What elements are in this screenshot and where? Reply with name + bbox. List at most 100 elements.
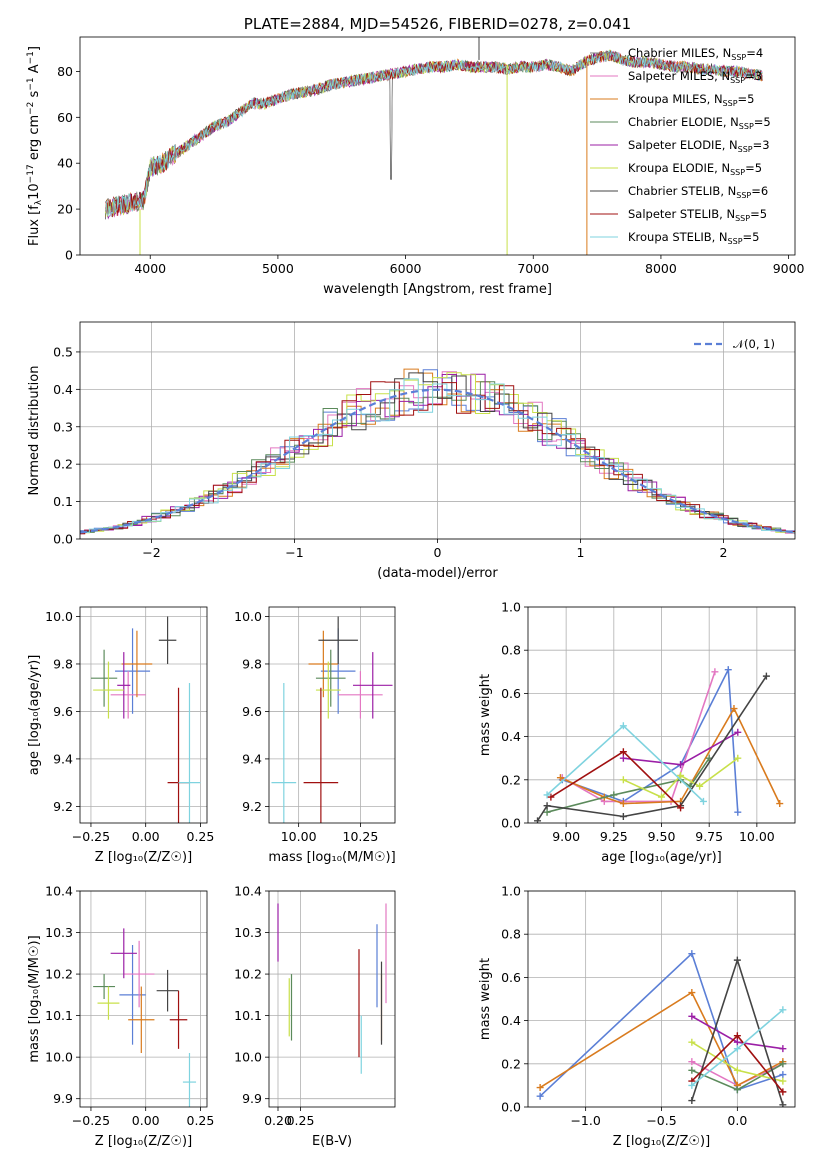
- x-axis-label: Z [log₁₀(Z/Z☉)]: [613, 1134, 710, 1149]
- x-tick-label: 9.75: [695, 829, 723, 844]
- y-tick-label: 0.4: [501, 1013, 521, 1028]
- weight-point-marker: [619, 748, 627, 756]
- age-vs-Z-axes: −0.25 0.00 0.25 9.2 9.4 9.6 9.8 10.0 Z [log₁₀(Z/…: [27, 607, 214, 865]
- y-tick-label: 0.6: [501, 686, 521, 701]
- y-tick-label: 0.0: [53, 532, 73, 547]
- y-tick-label: 0.3: [53, 419, 73, 434]
- weight-point-marker: [734, 754, 742, 762]
- y-tick-label: 10.3: [234, 925, 262, 940]
- legend-label: 𝒩(0, 1): [733, 337, 775, 351]
- weight-point-marker: [779, 1088, 787, 1096]
- age-vs-mass-frame: [268, 606, 396, 824]
- y-tick-label: 9.9: [53, 1091, 73, 1106]
- y-tick-label: 0: [65, 248, 73, 263]
- x-tick-label: 0.20: [264, 1113, 292, 1128]
- x-tick-label: 9.00: [552, 829, 580, 844]
- y-tick-label: 0.0: [501, 1100, 521, 1115]
- weight-point-marker: [733, 1066, 741, 1074]
- weight-point-marker: [619, 776, 627, 784]
- age-vs-mass-axes: 10.00 10.25 9.2 9.4 9.6 9.8 10.0 mass [log₁₀(M/…: [234, 607, 396, 865]
- weight-point-marker: [688, 1058, 696, 1066]
- weight-point-marker: [619, 754, 627, 762]
- weight-point-marker: [776, 800, 784, 808]
- y-tick-label: 1.0: [501, 884, 521, 899]
- weight-point-marker: [734, 728, 742, 736]
- x-tick-label: 0.25: [287, 1113, 315, 1128]
- weight-point-marker: [556, 774, 564, 782]
- x-tick-label: 0.25: [187, 829, 215, 844]
- weight-point-marker: [730, 705, 738, 713]
- y-tick-label: 80: [57, 64, 73, 79]
- y-axis-label: mass weight: [478, 958, 493, 1040]
- y-tick-label: 10.0: [234, 1050, 262, 1065]
- x-tick-label: 0: [434, 545, 442, 560]
- y-tick-label: 20: [57, 202, 73, 217]
- y-axis-label: Normed distribution: [27, 366, 42, 496]
- x-tick-label: 10.25: [343, 829, 379, 844]
- y-tick-label: 10.2: [45, 967, 73, 982]
- weight-point-marker: [779, 1006, 787, 1014]
- mass-weight-vs-Z-axes: −1.0 −0.5 0.0 0.0 0.2 0.4 0.6 0.8 1.0 Z [log₁₀(Z/…: [478, 884, 795, 1149]
- y-tick-label: 10.2: [234, 967, 262, 982]
- y-tick-label: 10.0: [45, 609, 73, 624]
- y-tick-label: 10.0: [234, 609, 262, 624]
- weight-series-line: [539, 952, 784, 1097]
- x-tick-label: 2: [720, 545, 728, 560]
- weight-series-line: [536, 675, 768, 822]
- mass-weight-vs-Z-frame: [527, 890, 796, 1108]
- mass-weight-vs-age-frame: [527, 606, 796, 824]
- y-tick-label: 0.4: [501, 729, 521, 744]
- weight-series-line: [623, 731, 739, 766]
- y-tick-label: 0.2: [501, 1056, 521, 1071]
- mass-vs-Z-points: [93, 928, 197, 1107]
- mass-vs-ebv-frame: [268, 890, 396, 1108]
- weight-point-marker: [779, 1045, 787, 1053]
- weight-point-marker: [547, 793, 555, 801]
- legend-label: Chabrier MILES, NSSP=4: [628, 46, 763, 62]
- weight-point-marker: [543, 791, 551, 799]
- x-axis-label: mass [log₁₀(M/M☉)]: [268, 850, 395, 865]
- spectrum-series: [105, 49, 763, 218]
- x-tick-label: 8000: [645, 261, 677, 276]
- spectrum-lines: [105, 37, 763, 255]
- mass-weight-vs-Z-series: [536, 950, 787, 1107]
- x-tick-label: −2: [142, 545, 160, 560]
- chart-title: PLATE=2884, MJD=54526, FIBERID=0278, z=0…: [244, 15, 631, 33]
- y-tick-label: 0.4: [53, 382, 73, 397]
- weight-point-marker: [543, 808, 551, 816]
- histogram-series: [80, 368, 795, 535]
- y-tick-label: 9.8: [53, 656, 73, 671]
- y-tick-label: 9.2: [53, 799, 73, 814]
- weight-point-marker: [733, 1032, 741, 1040]
- x-tick-label: −1.0: [570, 1113, 600, 1128]
- weight-point-marker: [619, 813, 627, 821]
- weight-point-marker: [658, 793, 665, 801]
- y-tick-label: 10.4: [234, 884, 262, 899]
- y-tick-label: 0.0: [501, 816, 521, 831]
- spectrum-axes: 4000 5000 6000 7000 8000 9000 0 20 40 60 80 wavelen…: [26, 46, 805, 297]
- weight-point-marker: [688, 989, 696, 997]
- legend-label: Salpeter ELODIE, NSSP=3: [628, 138, 770, 154]
- x-tick-label: −1: [285, 545, 303, 560]
- spectrum-frame: [79, 36, 796, 256]
- y-tick-label: 0.5: [53, 344, 73, 359]
- weight-point-marker: [536, 1084, 544, 1092]
- age-vs-Z-frame: [79, 606, 208, 824]
- x-tick-label: 10.00: [281, 829, 317, 844]
- x-tick-label: −0.25: [72, 829, 110, 844]
- y-tick-label: 10.1: [234, 1008, 262, 1023]
- y-tick-label: 0.6: [501, 970, 521, 985]
- weight-point-marker: [688, 950, 696, 958]
- mass-vs-ebv-axes: 0.200.25 9.9 10.0 10.1 10.2 10.3 10.4 E(B-V): [234, 884, 395, 1149]
- y-tick-label: 0.8: [501, 643, 521, 658]
- spectrum-legend: Chabrier MILES, NSSP=4 Salpeter MILES, NS…: [590, 46, 771, 246]
- x-tick-label: 4000: [134, 261, 166, 276]
- y-tick-label: 9.6: [242, 704, 262, 719]
- x-tick-label: −0.5: [646, 1113, 676, 1128]
- y-tick-label: 0.8: [501, 927, 521, 942]
- legend-label: Chabrier STELIB, NSSP=6: [628, 184, 768, 200]
- y-tick-label: 9.6: [53, 704, 73, 719]
- weight-series-line: [539, 991, 784, 1089]
- x-axis-label: age [log₁₀(age/yr)]: [601, 850, 722, 865]
- residual-hist-axes: −2 −1 0 1 2 0.0 0.1 0.2 0.3 0.4 0.5 (data-model)/er…: [27, 322, 795, 581]
